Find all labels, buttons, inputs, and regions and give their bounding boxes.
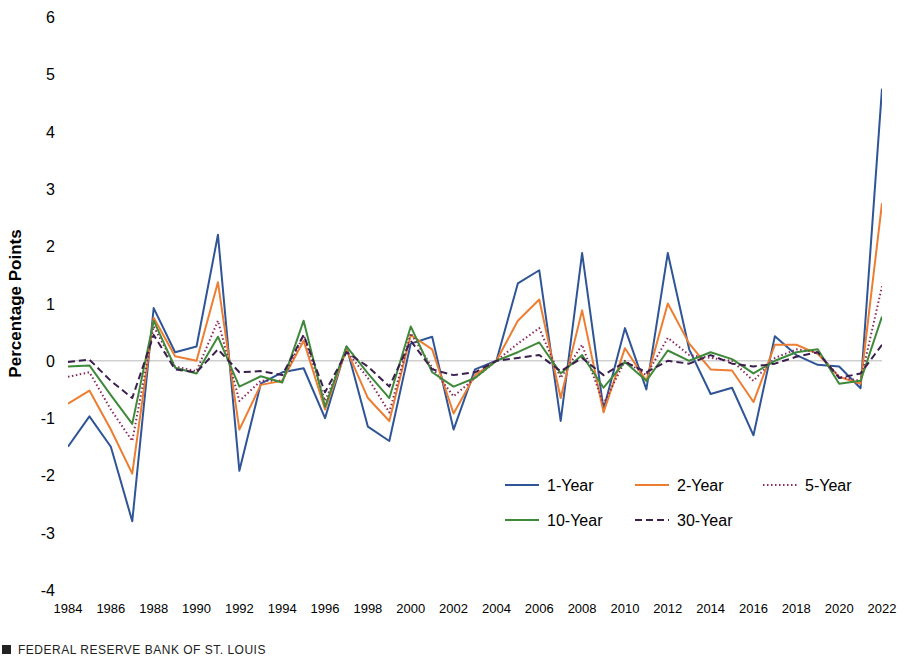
y-tick-label: 1 bbox=[46, 296, 55, 313]
x-tick-label: 2014 bbox=[696, 601, 725, 616]
legend-label: 2-Year bbox=[677, 477, 724, 494]
x-tick-label: 1986 bbox=[96, 601, 125, 616]
legend-label: 5-Year bbox=[805, 477, 852, 494]
source-text: FEDERAL RESERVE BANK OF ST. LOUIS bbox=[18, 643, 266, 657]
footer-square bbox=[2, 645, 11, 654]
x-tick-label: 2004 bbox=[482, 601, 511, 616]
y-tick-label: 6 bbox=[46, 9, 55, 26]
x-tick-label: 2002 bbox=[439, 601, 468, 616]
legend-label: 1-Year bbox=[547, 477, 594, 494]
y-tick-label: -3 bbox=[41, 525, 55, 542]
legend: 1-Year 2-Year 5-Year 10-Year 30-Year bbox=[505, 477, 852, 529]
x-tick-label: 1998 bbox=[353, 601, 382, 616]
x-tick-label: 2018 bbox=[782, 601, 811, 616]
series-line bbox=[68, 203, 882, 473]
x-tick-label: 2022 bbox=[868, 601, 897, 616]
y-tick-label: -4 bbox=[41, 582, 55, 599]
legend-label: 10-Year bbox=[547, 512, 603, 529]
y-tick-label: 5 bbox=[46, 66, 55, 83]
legend-swatch bbox=[505, 519, 539, 521]
x-tick-label: 1994 bbox=[268, 601, 297, 616]
x-tick-label: 1988 bbox=[139, 601, 168, 616]
legend-label: 30-Year bbox=[677, 512, 733, 529]
y-axis-label: Percentage Points bbox=[6, 229, 25, 377]
y-tick-label: 0 bbox=[46, 353, 55, 370]
series-line bbox=[68, 286, 882, 441]
x-tick-label: 2016 bbox=[739, 601, 768, 616]
legend-swatch bbox=[635, 484, 669, 486]
legend-swatch bbox=[635, 519, 669, 521]
series-line bbox=[68, 317, 882, 424]
x-tick-label: 2008 bbox=[568, 601, 597, 616]
x-tick-label: 2006 bbox=[525, 601, 554, 616]
y-tick-label: -2 bbox=[41, 467, 55, 484]
y-tick-label: 4 bbox=[46, 124, 55, 141]
series-line bbox=[68, 335, 882, 398]
x-tick-label: 2012 bbox=[653, 601, 682, 616]
x-tick-label: 1996 bbox=[311, 601, 340, 616]
legend-swatch bbox=[505, 484, 539, 486]
x-tick-label: 2000 bbox=[396, 601, 425, 616]
y-tick-label: 2 bbox=[46, 238, 55, 255]
series-line bbox=[68, 89, 882, 522]
chart-root: -4 -3 -2 -1 0 1 2 3 4 5 6 1984 1986 1988 1990 1992 1994 1… bbox=[0, 0, 909, 660]
y-tick-label: 3 bbox=[46, 181, 55, 198]
x-tick-label: 2020 bbox=[825, 601, 854, 616]
x-tick-label: 1984 bbox=[54, 601, 83, 616]
x-tick-label: 1992 bbox=[225, 601, 254, 616]
x-tick-label: 1990 bbox=[182, 601, 211, 616]
y-tick-label: -1 bbox=[41, 410, 55, 427]
legend-swatch bbox=[763, 484, 797, 486]
series-group bbox=[68, 89, 882, 522]
chart-svg: -4 -3 -2 -1 0 1 2 3 4 5 6 1984 1986 1988 1990 1992 1994 1… bbox=[0, 0, 909, 660]
x-tick-label: 2010 bbox=[610, 601, 639, 616]
